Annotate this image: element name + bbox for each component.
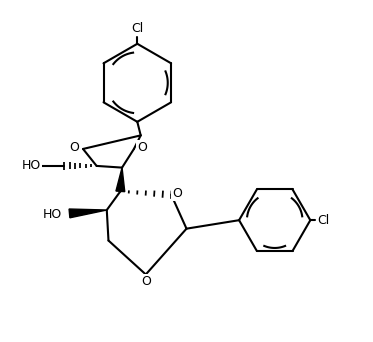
Polygon shape [116,168,125,192]
Polygon shape [69,209,107,218]
Text: O: O [70,141,79,154]
Text: HO: HO [43,208,62,221]
Text: O: O [138,141,147,154]
Text: HO: HO [22,159,41,172]
Text: O: O [172,186,182,199]
Text: O: O [141,275,151,288]
Text: Cl: Cl [131,22,144,35]
Text: Cl: Cl [317,214,329,227]
